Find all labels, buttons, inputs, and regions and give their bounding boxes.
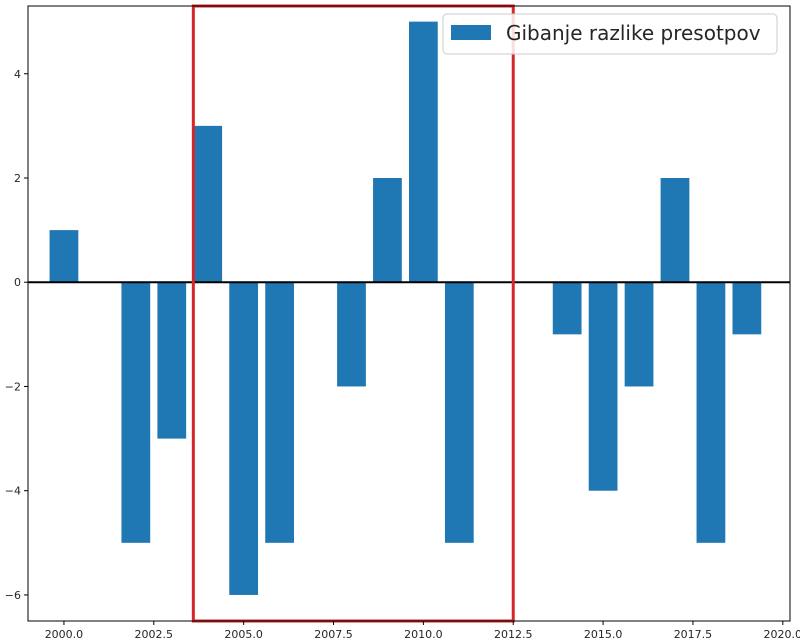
bar [337, 282, 366, 387]
x-tick-label: 2000.0 [45, 628, 84, 641]
bar [193, 125, 223, 283]
bar [660, 177, 690, 283]
plot-frame [27, 5, 791, 622]
x-tick-label: 2012.5 [494, 628, 533, 641]
bars [49, 21, 762, 595]
x-tick-label: 2007.5 [314, 628, 353, 641]
y-tick-label: −2 [5, 380, 21, 393]
x-tick-label: 2002.5 [135, 628, 174, 641]
y-tick-label: 4 [14, 68, 21, 81]
legend-box [442, 13, 778, 55]
bar [588, 282, 618, 491]
y-tick-label: −4 [5, 485, 21, 498]
legend-swatch [451, 25, 491, 40]
y-tick-label: −6 [5, 589, 21, 602]
bar [373, 177, 402, 283]
bar [265, 282, 294, 543]
axes [27, 5, 791, 622]
legend-label: Gibanje razlike presotpov [506, 21, 761, 45]
x-tick-label: 2020.0 [764, 628, 800, 641]
bar [444, 282, 474, 543]
x-tick-label: 2010.0 [404, 628, 443, 641]
bar [229, 282, 259, 595]
x-tick-label: 2015.0 [584, 628, 623, 641]
y-tick-label: 2 [14, 172, 21, 185]
x-tick-label: 2005.0 [224, 628, 263, 641]
bar [732, 282, 762, 335]
y-tick-label: 0 [14, 276, 21, 289]
bar [552, 282, 582, 335]
x-tick-label: 2017.5 [674, 628, 713, 641]
bar [157, 282, 187, 439]
bar [409, 21, 438, 283]
legend: Gibanje razlike presotpov [442, 13, 778, 55]
bar [624, 282, 654, 387]
bar [696, 282, 726, 543]
bar [121, 282, 151, 543]
ticks: 2000.0 2002.5 2005.0 2007.5 2010.0 2012.5 2015… [5, 68, 800, 641]
bar [49, 230, 79, 283]
